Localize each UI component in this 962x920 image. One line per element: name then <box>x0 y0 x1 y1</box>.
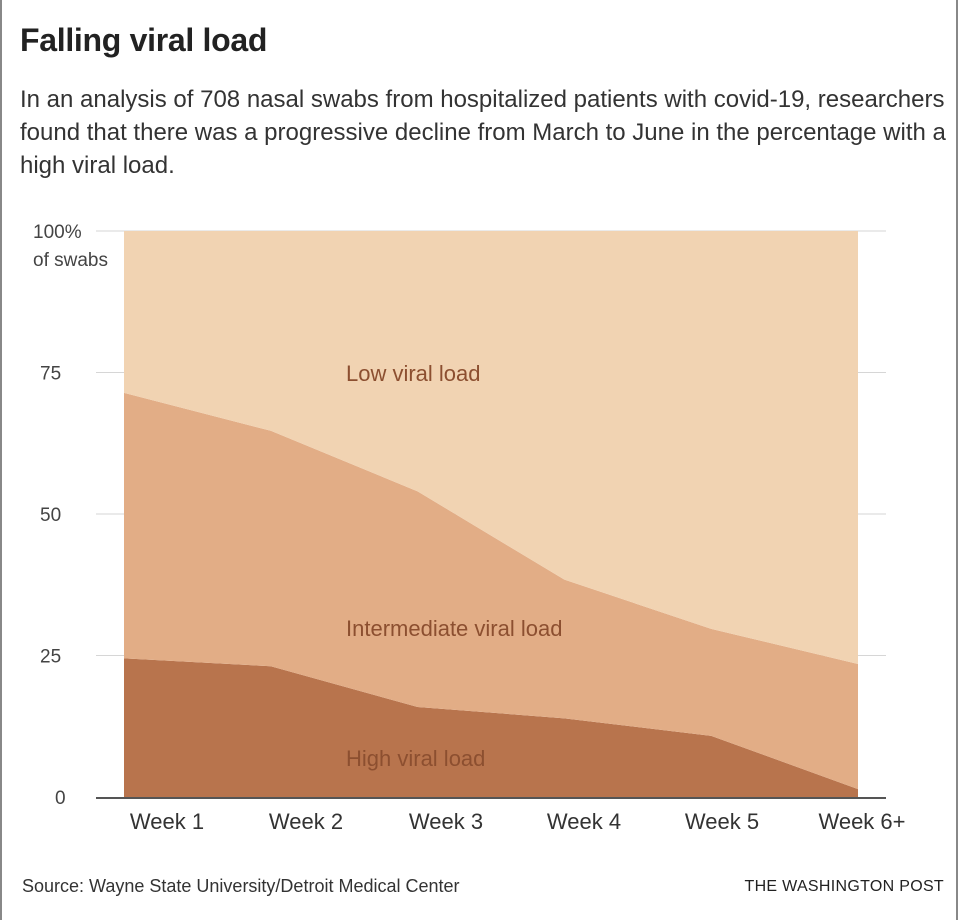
series-label: High viral load <box>346 746 485 771</box>
area-low-viral-load <box>124 231 858 664</box>
y-tick-label: 0 <box>55 788 66 809</box>
y-tick-label: 25 <box>40 647 61 668</box>
chart-subtitle: In an analysis of 708 nasal swabs from h… <box>20 86 946 179</box>
x-tick-label: Week 3 <box>409 809 483 834</box>
series-label: Intermediate viral load <box>346 616 562 641</box>
x-tick-label: Week 6+ <box>818 809 905 834</box>
y-axis-label: of swabs <box>33 250 108 271</box>
y-tick-label: 50 <box>40 505 61 526</box>
x-tick-label: Week 5 <box>685 809 759 834</box>
area-high-viral-load <box>124 658 858 797</box>
y-tick-label: 100% <box>33 222 82 243</box>
x-tick-label: Week 4 <box>547 809 621 834</box>
area-intermediate-viral-load <box>124 392 858 790</box>
source-note: Source: Wayne State University/Detroit M… <box>22 876 460 896</box>
x-tick-label: Week 2 <box>269 809 343 834</box>
x-tick-label: Week 1 <box>130 809 204 834</box>
y-tick-label: 75 <box>40 364 61 385</box>
series-label: Low viral load <box>346 361 481 386</box>
publisher-credit: THE WASHINGTON POST <box>744 878 944 895</box>
chart-title: Falling viral load <box>20 22 268 58</box>
